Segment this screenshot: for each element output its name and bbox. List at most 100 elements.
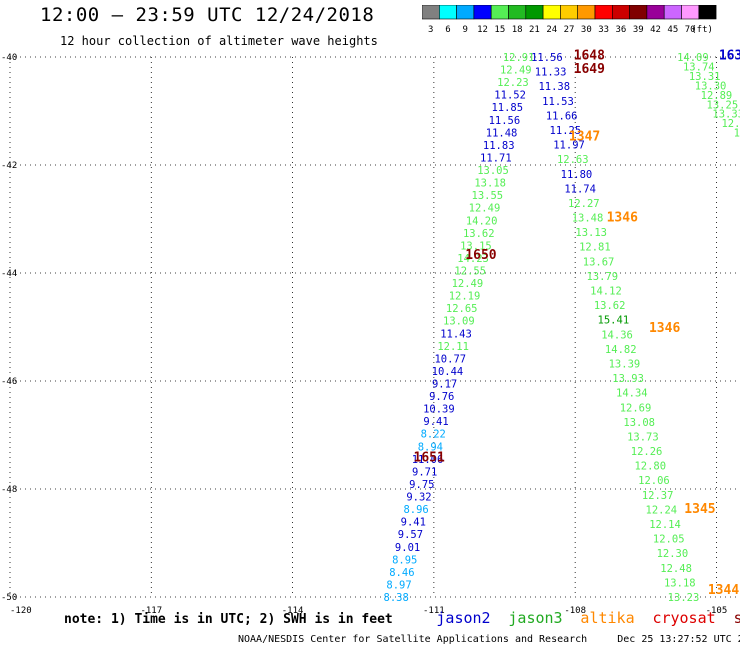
wave-height-value: 12: [734, 128, 740, 140]
units-note: note: 1) Time is in UTC; 2) SWH is in fe…: [64, 612, 393, 627]
wave-height-value: 11.74: [564, 183, 596, 195]
longitude-label: -111: [423, 606, 445, 616]
wave-height-value: 9.17: [432, 379, 457, 391]
wave-height-value: 13.93: [612, 373, 644, 385]
wave-height-value: 12.49: [500, 65, 532, 77]
wave-height-value: 11.66: [546, 110, 578, 122]
colorbar-unit: (ft): [691, 25, 713, 35]
wave-height-value: 11.97: [553, 140, 585, 152]
wave-height-value: 12.63: [557, 154, 589, 166]
colorbar-label: 24: [546, 25, 557, 35]
wave-height-value: 13.62: [463, 228, 495, 240]
wave-height-value: 11.33: [535, 67, 567, 79]
pass-time-label: 163: [719, 48, 740, 63]
wave-height-value: 12.49: [452, 278, 484, 290]
legend-s3a: s3a: [733, 609, 740, 627]
colorbar-swatch: [698, 5, 717, 20]
wave-height-value: 13.18: [664, 577, 696, 589]
legend-note: note: 1) Time is in UTC; 2) SWH is in fe…: [64, 609, 740, 627]
wave-height-value: 12.27: [568, 198, 600, 210]
wave-height-value: 11.85: [491, 102, 523, 114]
latitude-label: -48: [1, 485, 17, 495]
wave-height-value: 12.48: [660, 563, 692, 575]
latitude-label: -40: [1, 53, 17, 63]
map-subtitle: 12 hour collection of altimeter wave hei…: [60, 34, 378, 48]
colorbar-label: 15: [494, 25, 505, 35]
wave-height-value: 13.74: [683, 61, 715, 73]
wave-height-value: 15.41: [598, 315, 630, 327]
wave-height-value: 10.77: [434, 353, 466, 365]
wave-height-value: 11.53: [542, 96, 574, 108]
latitude-label: -42: [1, 161, 17, 171]
wave-height-value: 9.32: [406, 492, 431, 504]
wave-height-value: 9.41: [423, 416, 448, 428]
wave-height-value: 8.94: [418, 441, 443, 453]
wave-height-colorbar: 3 6 9 12 15 18 21 24 27 30 33 36 39 42 45 70(ft): [422, 5, 717, 35]
pass-time-label: 1344: [708, 583, 739, 598]
colorbar-label: 70: [685, 25, 696, 35]
wave-height-value: 14.82: [605, 344, 637, 356]
wave-height-value: 12.9: [721, 118, 740, 130]
wave-height-value: 8.22: [421, 429, 446, 441]
pass-time-label: 1650: [465, 248, 496, 263]
wave-height-value: 13.67: [583, 256, 615, 268]
pass-time-label: 1346: [649, 321, 680, 336]
wave-height-value: 11.83: [483, 140, 515, 152]
wave-height-value: 8.96: [403, 504, 428, 516]
colorbar-label: 27: [564, 25, 575, 35]
footer: NOAA/NESDIS Center for Satellite Applica…: [238, 634, 740, 645]
wave-height-value: 12.11: [437, 341, 469, 353]
wave-height-value: 9.71: [412, 466, 437, 478]
wave-height-value: 9.75: [409, 479, 434, 491]
wave-height-value: 12.89: [701, 90, 733, 102]
wave-height-value: 12.06: [638, 475, 670, 487]
map-title: 12:00 – 23:59 UTC 12/24/2018: [40, 4, 375, 26]
longitude-label: -105: [706, 606, 728, 616]
longitude-label: -117: [140, 606, 162, 616]
wave-height-value: 13.09: [443, 316, 475, 328]
wave-height-value: 13.48: [572, 213, 604, 225]
legend-jason3: jason3: [508, 609, 563, 627]
wave-height-value: 12.65: [446, 303, 478, 315]
wave-height-value: 11.43: [440, 328, 472, 340]
wave-height-value: 12.80: [634, 461, 666, 473]
wave-height-value: 14.36: [601, 329, 633, 341]
pass-time-label: 1649: [574, 62, 605, 77]
wave-height-value: 13.23: [668, 592, 700, 604]
latitude-label: -46: [1, 377, 17, 387]
wave-height-value: 12.23: [497, 77, 529, 89]
colorbar-label: 18: [512, 25, 523, 35]
wave-height-value: 8.38: [384, 592, 409, 604]
wave-height-value: 12.05: [653, 534, 685, 546]
colorbar-label: 42: [650, 25, 661, 35]
wave-height-value: 14.34: [616, 388, 648, 400]
wave-height-value: 12.14: [649, 519, 681, 531]
colorbar-label: 6: [445, 25, 450, 35]
footer-credit: NOAA/NESDIS Center for Satellite Applica…: [238, 634, 588, 645]
wave-height-value: 13.30: [695, 80, 727, 92]
wave-height-value: 9.57: [398, 529, 423, 541]
wave-height-value: 13.33: [712, 109, 740, 121]
pass-time-label: 1346: [607, 210, 638, 225]
longitude-label: -120: [10, 606, 32, 616]
wave-height-value: 13.08: [623, 417, 655, 429]
wave-height-value: 13.73: [627, 431, 659, 443]
wave-height-value: 11.25: [550, 125, 582, 137]
wave-height-value: 13.05: [477, 165, 509, 177]
wave-height-value: 11.56: [531, 52, 563, 64]
colorbar-label: 39: [633, 25, 644, 35]
wave-height-value: 13.13: [575, 227, 607, 239]
legend-jason2: jason2: [436, 609, 491, 627]
colorbar-label: 9: [463, 25, 468, 35]
wave-height-value: 14.20: [466, 215, 498, 227]
wave-height-value: 13.31: [689, 71, 721, 83]
colorbar-label: 12: [477, 25, 488, 35]
map-grid: [9, 56, 740, 598]
wave-height-tracks: 12.9112.4912.2311.5211.8511.5611.4811.83…: [384, 52, 740, 604]
wave-height-value: 14.09: [677, 52, 709, 64]
wave-height-value: 11.06: [412, 454, 444, 466]
latitude-label: -50: [1, 593, 17, 603]
longitude-label: -108: [564, 606, 586, 616]
longitude-label: -114: [282, 606, 304, 616]
